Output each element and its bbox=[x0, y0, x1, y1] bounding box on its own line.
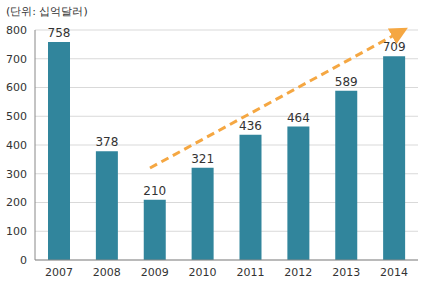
svg-text:709: 709 bbox=[383, 40, 406, 54]
svg-text:2013: 2013 bbox=[332, 266, 360, 279]
svg-text:2009: 2009 bbox=[141, 266, 169, 279]
svg-text:600: 600 bbox=[8, 81, 27, 94]
svg-text:589: 589 bbox=[335, 75, 358, 89]
svg-text:321: 321 bbox=[191, 152, 214, 166]
svg-text:210: 210 bbox=[143, 184, 166, 198]
svg-text:2010: 2010 bbox=[189, 266, 217, 279]
svg-text:2008: 2008 bbox=[93, 266, 121, 279]
svg-text:800: 800 bbox=[8, 24, 27, 37]
svg-text:464: 464 bbox=[287, 111, 310, 125]
svg-text:0: 0 bbox=[20, 254, 27, 267]
svg-text:2012: 2012 bbox=[284, 266, 312, 279]
svg-text:400: 400 bbox=[8, 139, 27, 152]
html-text:(단위: 십억달러): (단위: 십억달러) bbox=[6, 5, 88, 18]
svg-text:500: 500 bbox=[8, 110, 27, 123]
svg-text:700: 700 bbox=[8, 53, 27, 66]
svg-text:200: 200 bbox=[8, 196, 27, 209]
svg-text:2014: 2014 bbox=[380, 266, 408, 279]
svg-text:2007: 2007 bbox=[45, 266, 73, 279]
svg-text:300: 300 bbox=[8, 168, 27, 181]
svg-text:100: 100 bbox=[8, 225, 27, 238]
svg-text:2011: 2011 bbox=[236, 266, 264, 279]
svg-text:436: 436 bbox=[239, 119, 262, 133]
svg-text:758: 758 bbox=[48, 26, 71, 40]
svg-text:378: 378 bbox=[95, 135, 118, 149]
